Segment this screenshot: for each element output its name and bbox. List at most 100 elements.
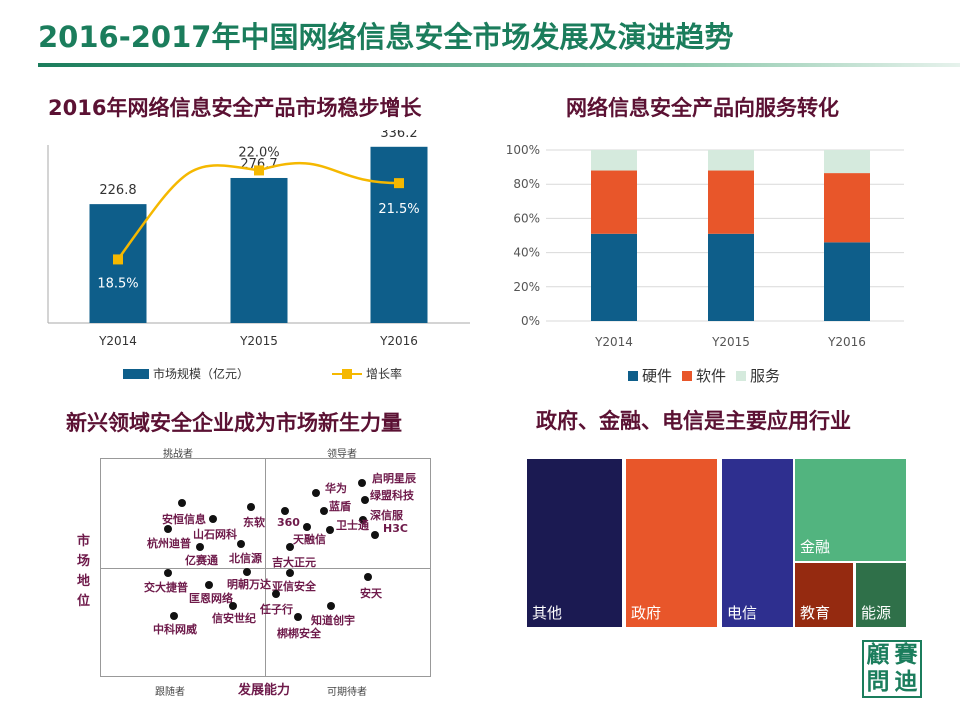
company-label: 山石网科 — [193, 528, 237, 541]
company-dot — [326, 526, 334, 534]
company-label: 北信源 — [229, 552, 262, 565]
treemap-label: 政府 — [631, 604, 662, 622]
company-dot — [205, 581, 213, 589]
y-tick-label: 60% — [513, 211, 540, 225]
growth-rate-label: 18.5% — [97, 276, 138, 291]
x-tick-label: Y2016 — [379, 334, 418, 348]
company-dot — [294, 613, 302, 621]
company-label: 华为 — [325, 482, 347, 495]
quadrant-divider-vertical — [265, 459, 266, 676]
section-title-emerging-firms: 新兴领域安全企业成为市场新生力量 — [66, 411, 402, 435]
company-label: 东软 — [243, 516, 265, 529]
page-title: 2016-2017年中国网络信息安全市场发展及演进趋势 — [38, 20, 734, 54]
x-tick-label: Y2016 — [827, 335, 866, 349]
company-dot — [371, 531, 379, 539]
legend-swatch — [682, 370, 693, 381]
legend-label: 服务 — [750, 367, 781, 385]
company-label: 杭州迪普 — [147, 537, 191, 550]
legend-swatch — [123, 368, 149, 379]
stacked-bar-硬件-Y2014 — [591, 233, 637, 321]
company-label: 安恒信息 — [162, 513, 206, 526]
x-axis-label: 发展能力 — [238, 683, 291, 698]
company-label: 吉大正元 — [272, 556, 316, 569]
company-label: 亚信安全 — [272, 580, 316, 593]
bar-value-label: 336.2 — [380, 130, 417, 141]
legend-label: 市场规模（亿元） — [153, 367, 250, 381]
treemap-label: 金融 — [800, 538, 831, 556]
bar-Y2015 — [230, 177, 288, 323]
treemap-label: 其他 — [532, 604, 563, 622]
stacked-bar-软件-Y2015 — [708, 170, 754, 234]
company-label: 蓝盾 — [329, 500, 351, 513]
company-dot — [361, 496, 369, 504]
treemap-cell-4: 教育 — [794, 562, 854, 628]
treemap-label: 电信 — [727, 604, 758, 622]
stacked-bar-服务-Y2016 — [824, 150, 870, 174]
company-dot — [164, 569, 172, 577]
section-title-service-shift: 网络信息安全产品向服务转化 — [566, 96, 839, 120]
x-tick-label: Y2014 — [594, 335, 633, 349]
x-tick-label: Y2015 — [711, 335, 750, 349]
x-tick-label: Y2014 — [98, 334, 137, 348]
quadrant-label-challenger: 挑战者 — [163, 449, 193, 460]
legend-swatch — [628, 370, 638, 381]
y-tick-label: 100% — [506, 143, 540, 157]
bar-Y2016 — [370, 146, 428, 323]
quadrant-label-follower: 跟随者 — [155, 687, 185, 698]
legend-label: 硬件 — [642, 367, 673, 385]
legend-line-swatch — [332, 368, 362, 379]
company-label: 启明星辰 — [372, 472, 416, 485]
treemap-label: 教育 — [800, 604, 831, 622]
company-dot — [196, 543, 204, 551]
quadrant-label-leader: 领导者 — [327, 449, 357, 460]
company-dot — [364, 573, 372, 581]
legend-swatch — [736, 370, 747, 381]
company-label: 中科网威 — [153, 623, 197, 636]
company-label: 卫士通 — [336, 519, 369, 532]
y-tick-label: 20% — [513, 280, 540, 294]
growth-rate-label: 22.0% — [238, 145, 279, 160]
company-label: 任子行 — [260, 603, 293, 616]
company-label: 知道创宇 — [311, 614, 355, 627]
legend-label: 增长率 — [366, 367, 403, 381]
growth-rate-marker — [394, 178, 404, 189]
stacked-bar-服务-Y2014 — [591, 150, 637, 171]
treemap-cell-1: 政府 — [625, 458, 718, 628]
section-title-market-growth: 2016年网络信息安全产品市场稳步增长 — [48, 96, 422, 120]
company-dot — [243, 568, 251, 576]
treemap-cell-3: 金融 — [794, 458, 907, 562]
y-axis-label: 市场地位 — [77, 534, 91, 609]
company-label: 安天 — [360, 587, 382, 600]
ccid-logo: 賽顧迪問 — [862, 640, 922, 698]
company-dot — [170, 612, 178, 620]
company-dot — [247, 503, 255, 511]
legend-product-mix: 硬件 软件 服务 — [628, 365, 780, 386]
company-label: 天融信 — [293, 533, 326, 546]
company-dot — [312, 489, 320, 497]
market-size-chart: 226.8Y2014276.7Y2015336.2Y201618.5%22.0%… — [47, 130, 470, 348]
company-dot — [358, 479, 366, 487]
company-dot — [229, 602, 237, 610]
treemap-cell-5: 能源 — [855, 562, 907, 628]
title-divider — [38, 63, 960, 67]
company-dot — [286, 569, 294, 577]
company-label: H3C — [383, 522, 408, 535]
y-tick-label: 0% — [521, 314, 540, 328]
quadrant-divider-horizontal — [101, 568, 430, 569]
company-label: 信安世纪 — [212, 612, 256, 625]
company-label: 绿盟科技 — [370, 489, 414, 502]
legend-label: 软件 — [696, 367, 727, 385]
company-dot — [286, 543, 294, 551]
company-dot — [272, 590, 280, 598]
company-label: 交大捷普 — [144, 581, 188, 594]
y-tick-label: 80% — [513, 177, 540, 191]
company-label: 梆梆安全 — [277, 627, 321, 640]
company-label: 亿赛通 — [185, 554, 218, 567]
company-dot — [209, 515, 217, 523]
company-dot — [164, 525, 172, 533]
company-label: 匡恩网络 — [189, 592, 233, 605]
company-label: 360 — [277, 516, 300, 529]
legend-market-size: 市场规模（亿元） — [123, 365, 249, 382]
growth-rate-marker — [113, 254, 123, 265]
positioning-map — [100, 458, 431, 677]
